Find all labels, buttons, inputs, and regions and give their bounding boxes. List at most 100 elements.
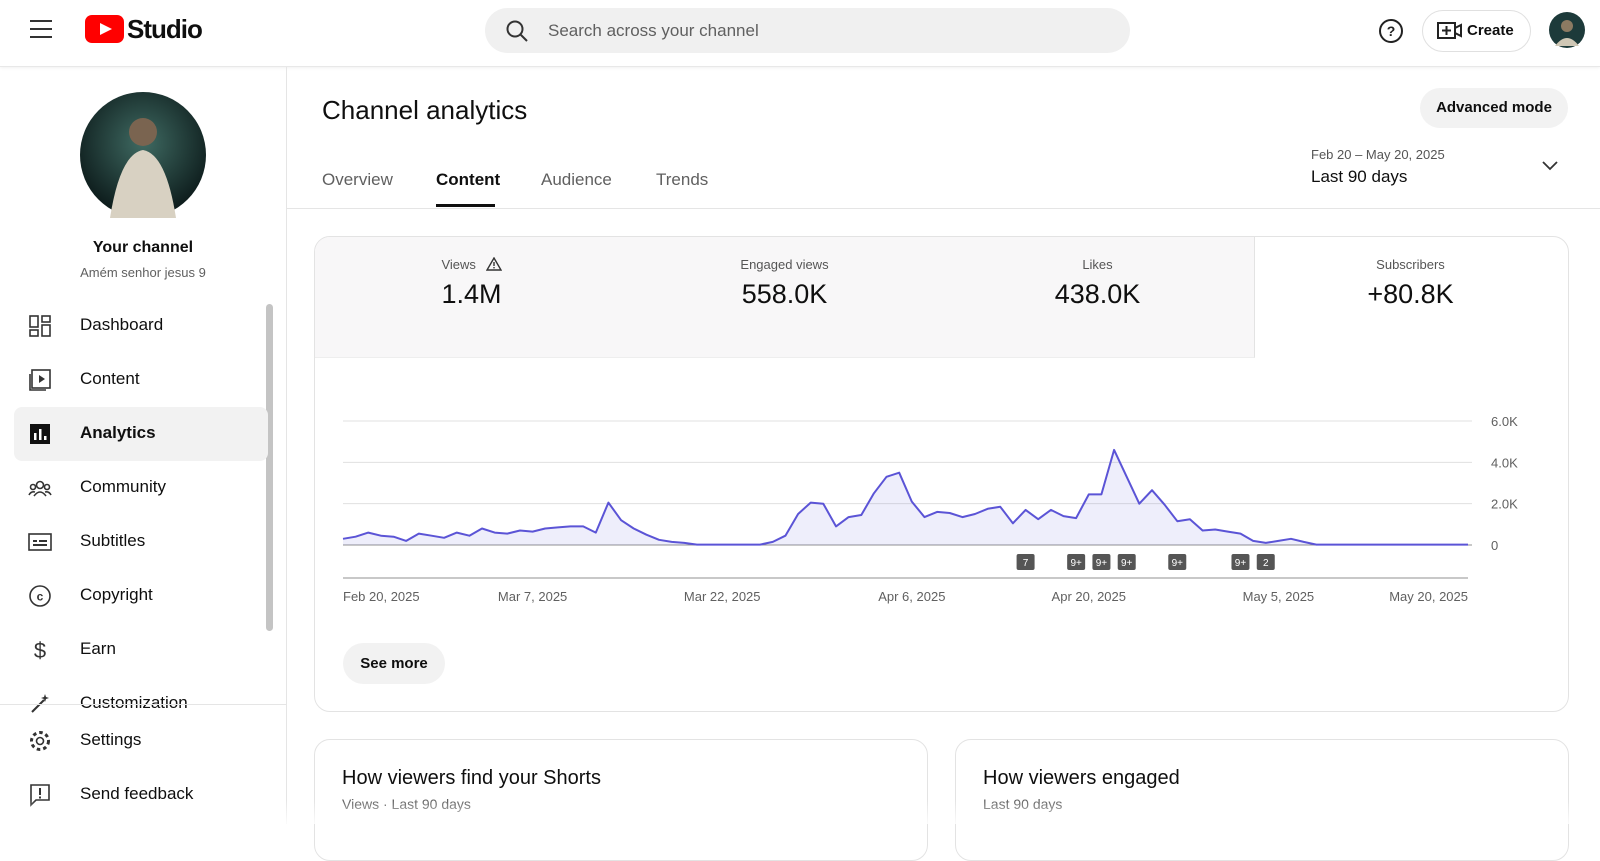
search-placeholder: Search across your channel: [548, 21, 759, 40]
metric-tile[interactable]: Subscribers +80.8K: [1254, 237, 1567, 357]
divider: [0, 704, 286, 705]
channel-avatar[interactable]: [80, 92, 206, 218]
nav-item[interactable]: Analytics: [14, 407, 268, 461]
x-tick-label: Mar 7, 2025: [498, 589, 567, 604]
account-avatar[interactable]: [1549, 12, 1585, 48]
card-title: How viewers engaged: [983, 767, 1180, 789]
y-tick-label: 2.0K: [1491, 497, 1518, 512]
bottom-fade: [0, 800, 1600, 824]
event-marker[interactable]: 7: [1016, 554, 1035, 570]
x-tick-label: Mar 22, 2025: [684, 589, 761, 604]
y-tick-label: 4.0K: [1491, 455, 1518, 470]
tab[interactable]: Trends: [656, 170, 709, 189]
metric-tile[interactable]: Views 1.4M: [315, 237, 629, 358]
nav-item[interactable]: Community: [0, 461, 286, 515]
see-more-button[interactable]: See more: [343, 643, 445, 684]
tab[interactable]: Audience: [541, 170, 612, 189]
nav-icon: [28, 480, 52, 497]
nav-item[interactable]: $ Earn: [0, 623, 286, 677]
period[interactable]: Last 90 days: [1311, 167, 1408, 186]
nav-label: Analytics: [80, 423, 156, 442]
event-marker-label: 9+: [1121, 558, 1133, 569]
logo-icon[interactable]: [85, 15, 125, 43]
event-marker[interactable]: 9+: [1092, 554, 1111, 570]
nav-icon: [30, 731, 50, 751]
create-label: Create: [1467, 22, 1514, 39]
event-marker[interactable]: 9+: [1168, 554, 1187, 570]
divider: [287, 208, 1600, 209]
event-marker-label: 9+: [1172, 558, 1184, 569]
nav-list: Dashboard Content Analytics Community Su…: [0, 299, 286, 771]
event-marker-label: 9+: [1235, 558, 1247, 569]
nav-item[interactable]: Settings: [0, 714, 286, 768]
metric-tile[interactable]: Likes 438.0K: [941, 237, 1255, 358]
nav-item[interactable]: c Copyright: [0, 569, 286, 623]
metric-value: 558.0K: [741, 279, 828, 309]
period-dropdown[interactable]: [1541, 160, 1559, 172]
create-button[interactable]: Create: [1422, 10, 1531, 52]
metric-value: 438.0K: [1054, 279, 1141, 309]
tab-selected[interactable]: Content: [436, 170, 501, 189]
event-marker-box: [1231, 554, 1250, 570]
event-marker[interactable]: 9+: [1231, 554, 1250, 570]
y-tick-label: 6.0K: [1491, 414, 1518, 429]
x-tick-label: Apr 20, 2025: [1052, 589, 1126, 604]
warning-icon: [485, 256, 502, 271]
event-marker[interactable]: 9+: [1117, 554, 1136, 570]
x-tick-label: Apr 6, 2025: [878, 589, 945, 604]
date-range[interactable]: Feb 20 – May 20, 2025: [1311, 147, 1445, 162]
channel-title: Your channel: [92, 239, 194, 256]
advanced-mode-button[interactable]: Advanced mode: [1420, 88, 1568, 128]
y-tick-label: 0: [1491, 538, 1498, 553]
search-box[interactable]: Search across your channel: [485, 8, 1130, 53]
search-icon: [506, 20, 528, 42]
svg-text:?: ?: [1387, 23, 1396, 39]
views-chart: 0 2.0K 4.0K 6.0K Feb 20, 2025 Mar 7, 2025 Mar …: [342, 414, 1518, 604]
nav-icon: [29, 315, 51, 337]
nav-item[interactable]: Customization: [0, 677, 286, 731]
event-marker[interactable]: 2: [1256, 554, 1275, 570]
event-marker-box: [1016, 554, 1035, 570]
page: Studio Search across your channel ? Crea…: [0, 8, 1600, 861]
nav-label: Send feedback: [80, 784, 194, 803]
channel-name: Amém senhor jesus 9: [80, 265, 206, 280]
metric-value: +80.8K: [1367, 279, 1454, 309]
help-button[interactable]: ?: [1378, 18, 1404, 44]
metrics-card: Views 1.4M Engaged views 558.0K Likes 43…: [314, 236, 1569, 712]
x-tick-label: Feb 20, 2025: [343, 589, 420, 604]
page-title: Channel analytics: [322, 95, 528, 125]
nav-label: Subtitles: [80, 531, 146, 550]
card-title: How viewers find your Shorts: [342, 767, 601, 789]
event-marker-label: 7: [1023, 558, 1029, 569]
event-marker-box: [1168, 554, 1187, 570]
nav-label: Earn: [80, 639, 116, 658]
event-marker[interactable]: 9+: [1067, 554, 1086, 570]
x-tick-label: May 20, 2025: [1389, 589, 1468, 604]
metric-tile[interactable]: Engaged views 558.0K: [628, 237, 942, 358]
svg-text:c: c: [37, 590, 44, 604]
nav-icon: $: [34, 638, 46, 662]
nav-item[interactable]: Subtitles: [0, 515, 286, 569]
area: [343, 449, 1468, 545]
nav-item[interactable]: Dashboard: [0, 299, 286, 353]
metric-label: Likes: [1082, 257, 1113, 272]
line: [342, 448, 1468, 546]
metric-label: Engaged views: [740, 257, 829, 272]
event-marker-box: [1117, 554, 1136, 570]
scrollbar[interactable]: [266, 304, 273, 631]
svg-text:$: $: [34, 638, 46, 662]
nav-icon: c: [29, 585, 51, 607]
logo-text: Studio: [127, 14, 203, 44]
nav-icon: [31, 694, 49, 713]
nav-label: Customization: [80, 693, 188, 712]
nav-item[interactable]: Content: [0, 353, 286, 407]
menu-button[interactable]: [30, 19, 54, 39]
event-marker-label: 9+: [1070, 558, 1082, 569]
metric-label: Subscribers: [1376, 257, 1445, 272]
nav-label: Copyright: [80, 585, 153, 604]
event-marker-label: 2: [1263, 558, 1269, 569]
event-marker-label: 9+: [1096, 558, 1108, 569]
tab[interactable]: Overview: [322, 170, 393, 189]
nav-label: Community: [80, 477, 166, 496]
event-marker-box: [1092, 554, 1111, 570]
